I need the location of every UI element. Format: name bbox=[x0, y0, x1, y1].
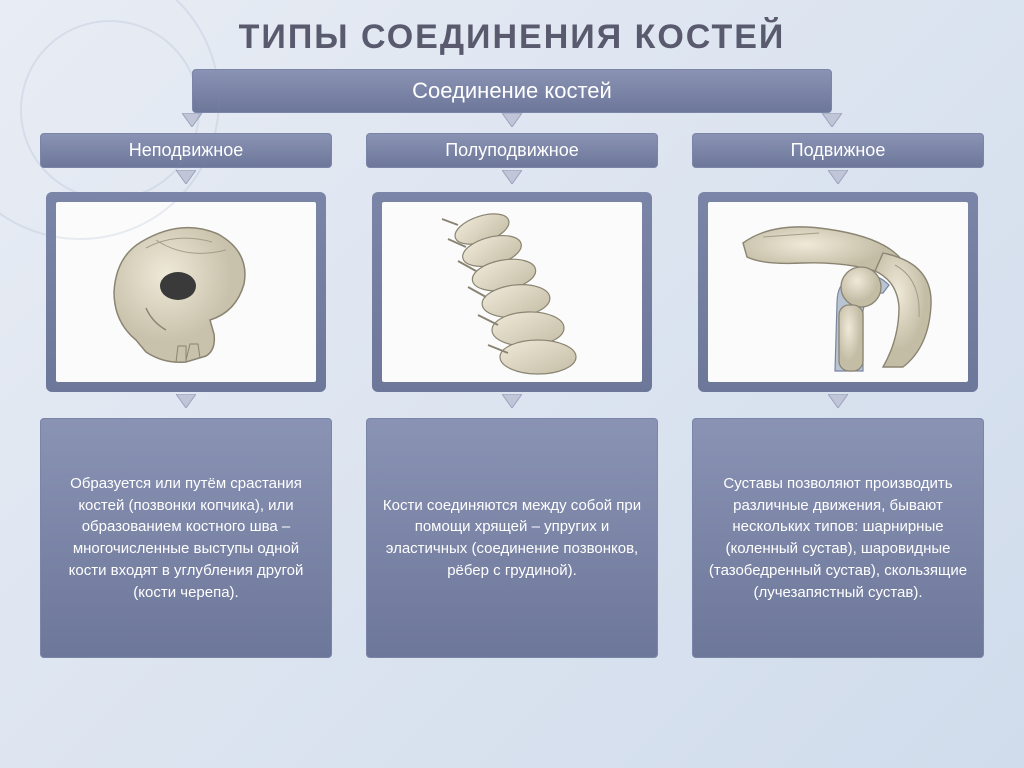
chevron-down-icon bbox=[502, 394, 522, 408]
chevron-down-icon bbox=[176, 394, 196, 408]
chevron-down-icon bbox=[502, 170, 522, 184]
column-mobile: Подвижное Суставы позволяют производить … bbox=[692, 133, 984, 658]
col-desc: Кости соединяются между собой при помощи… bbox=[366, 418, 658, 658]
chevron-down-icon bbox=[828, 394, 848, 408]
spine-icon bbox=[412, 207, 612, 377]
col-desc: Суставы позволяют производить различные … bbox=[692, 418, 984, 658]
column-semimobile: Полуподвижное Кости bbox=[366, 133, 658, 658]
col-desc: Образуется или путём срастания костей (п… bbox=[40, 418, 332, 658]
shoulder-joint-icon bbox=[733, 207, 943, 377]
image-frame bbox=[372, 192, 652, 392]
root-node: Соединение костей bbox=[192, 69, 832, 113]
skull-icon bbox=[86, 212, 286, 372]
col-label: Полуподвижное bbox=[366, 133, 658, 168]
image-frame bbox=[698, 192, 978, 392]
chevron-down-icon bbox=[828, 170, 848, 184]
col-label: Подвижное bbox=[692, 133, 984, 168]
